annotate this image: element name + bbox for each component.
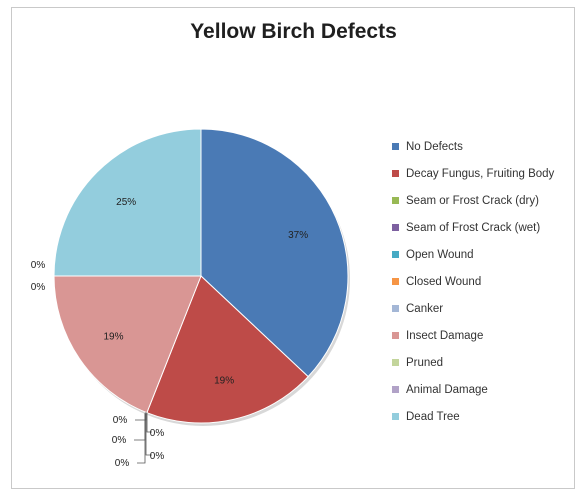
pie-data-label: 0% [113, 415, 128, 426]
legend-item: Canker [392, 295, 582, 322]
pie-data-label: 0% [112, 435, 127, 446]
legend-swatch [392, 278, 399, 285]
legend-swatch [392, 170, 399, 177]
pie-slice-no-defects [200, 128, 349, 378]
legend-swatch [392, 143, 399, 150]
legend-item: Insect Damage [392, 322, 582, 349]
legend-item: Pruned [392, 349, 582, 376]
legend-swatch [392, 251, 399, 258]
legend-item: No Defects [392, 133, 582, 160]
legend-swatch [392, 197, 399, 204]
chart-title: Yellow Birch Defects [190, 20, 397, 43]
pie-slice-insect-damage [53, 275, 202, 414]
leader-line [146, 413, 152, 433]
legend-label: Dead Tree [406, 410, 460, 423]
legend-item: Dead Tree [392, 403, 582, 430]
legend-swatch [392, 386, 399, 393]
pie-data-label: 0% [150, 428, 165, 439]
pie-slice-decay-fungus-fruiting-body [146, 275, 309, 424]
pie-data-label: 0% [115, 458, 130, 469]
legend-swatch [392, 305, 399, 312]
chart-legend: No Defects Decay Fungus, Fruiting Body Sea… [392, 133, 582, 430]
legend-label: Decay Fungus, Fruiting Body [406, 167, 555, 180]
legend-label: Seam or Frost Crack (dry) [406, 194, 539, 207]
pie-data-label: 19% [103, 331, 123, 342]
legend-label: No Defects [406, 140, 463, 153]
legend-label: Animal Damage [406, 383, 488, 396]
legend-swatch [392, 359, 399, 366]
leader-line [137, 414, 146, 464]
legend-label: Pruned [406, 356, 444, 369]
legend-item: Seam or Frost Crack (dry) [392, 187, 582, 214]
pie-data-label: 19% [214, 375, 234, 386]
legend-item: Open Wound [392, 241, 582, 268]
pie-slice-dead-tree [53, 128, 202, 277]
leader-line [145, 414, 152, 456]
legend-label: Open Wound [406, 248, 474, 261]
legend-item: Closed Wound [392, 268, 582, 295]
pie-data-label: 0% [31, 282, 46, 293]
pie-data-label: 0% [150, 451, 165, 462]
legend-item: Seam of Frost Crack (wet) [392, 214, 582, 241]
legend-label: Insect Damage [406, 329, 484, 342]
legend-item: Animal Damage [392, 376, 582, 403]
legend-swatch [392, 413, 399, 420]
legend-swatch [392, 332, 399, 339]
legend-label: Canker [406, 302, 444, 315]
pie-data-label: 0% [31, 260, 46, 271]
legend-label: Seam of Frost Crack (wet) [406, 221, 541, 234]
pie-data-label: 37% [288, 230, 308, 241]
legend-item: Decay Fungus, Fruiting Body [392, 160, 582, 187]
pie-data-label: 25% [116, 197, 136, 208]
leader-line [134, 413, 146, 441]
legend-label: Closed Wound [406, 275, 482, 288]
legend-swatch [392, 224, 399, 231]
